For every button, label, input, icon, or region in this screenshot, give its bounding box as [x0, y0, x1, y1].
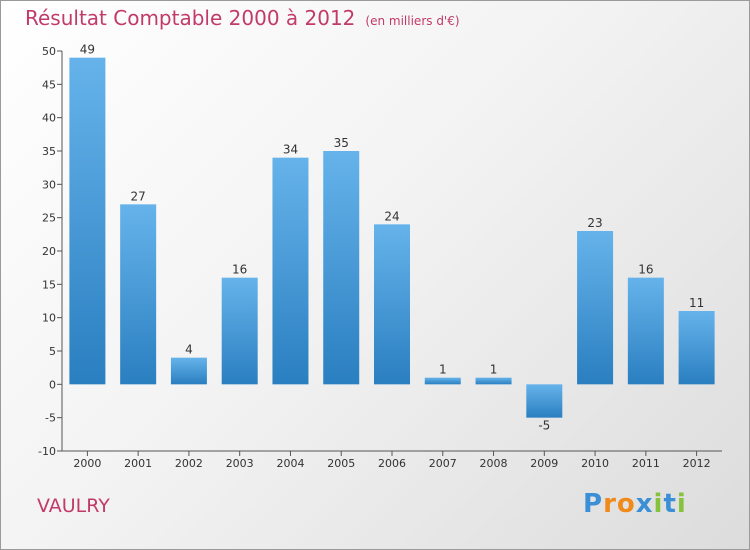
bar-2006 — [374, 224, 410, 385]
y-tick-label: 30 — [42, 178, 56, 191]
y-tick-label: 15 — [42, 278, 56, 291]
logo-letter: i — [653, 489, 664, 519]
axes: -10 -5 0 5 10 15 20 25 30 35 40 45 50 2000 2001 2002 200… — [38, 45, 722, 470]
x-tick-label: 2000 — [73, 457, 101, 470]
y-tick-label: -5 — [45, 412, 56, 425]
y-tick-label: 0 — [49, 378, 56, 391]
bar-2012 — [678, 311, 715, 385]
chart-title-text: Résultat Comptable 2000 à 2012 — [25, 6, 356, 30]
data-label-2003: 16 — [232, 263, 247, 277]
logo-letter: x — [635, 489, 654, 519]
x-tick-label: 2012 — [683, 457, 711, 470]
x-tick-label: 2008 — [480, 457, 508, 470]
data-label-2008: 1 — [490, 363, 498, 377]
data-label-2010: 23 — [587, 216, 602, 230]
bar-2002 — [170, 357, 207, 385]
logo-letter: i — [676, 489, 687, 519]
x-tick-label: 2001 — [124, 457, 152, 470]
bar-2004 — [272, 157, 309, 385]
y-tick-label: 5 — [49, 345, 56, 358]
x-tick-label: 2002 — [175, 457, 203, 470]
bars — [69, 57, 715, 418]
chart-subtitle: (en milliers d'€) — [365, 14, 460, 28]
bar-2008 — [475, 377, 512, 385]
bar-2005 — [323, 151, 360, 385]
bar-2009 — [526, 384, 563, 418]
x-tick-label: 2011 — [632, 457, 660, 470]
y-tick-label: 35 — [42, 145, 56, 158]
logo-letter: P — [583, 489, 604, 519]
proxiti-logo: Proxiti — [583, 489, 687, 519]
data-label-2009: -5 — [538, 419, 550, 433]
data-label-2011: 16 — [638, 263, 653, 277]
logo-letter: o — [616, 489, 636, 519]
bar-2003 — [221, 277, 258, 385]
data-label-2004: 34 — [283, 143, 298, 157]
bar-2010 — [577, 231, 614, 385]
data-label-2000: 49 — [80, 43, 95, 57]
y-tick-label: 20 — [42, 245, 56, 258]
bar-2000 — [69, 57, 106, 385]
x-tick-label: 2005 — [327, 457, 355, 470]
chart-title: Résultat Comptable 2000 à 2012 (en millie… — [25, 6, 460, 30]
y-tick-label: 25 — [42, 212, 56, 225]
x-tick-label: 2009 — [530, 457, 558, 470]
data-label-2001: 27 — [131, 189, 146, 203]
data-label-2012: 11 — [689, 296, 704, 310]
logo-letter: t — [663, 489, 677, 519]
x-tick-label: 2003 — [226, 457, 254, 470]
x-tick-label: 2010 — [581, 457, 609, 470]
y-tick-label: 40 — [42, 112, 56, 125]
bar-2001 — [120, 204, 157, 385]
y-tick-label: 45 — [42, 78, 56, 91]
x-tick-label: 2006 — [378, 457, 406, 470]
y-tick-label: 50 — [42, 45, 56, 58]
bar-2007 — [424, 377, 461, 385]
data-label-2006: 24 — [384, 209, 399, 223]
y-tick-label: 10 — [42, 312, 56, 325]
data-label-2002: 4 — [185, 343, 193, 357]
logo-letter: r — [603, 489, 617, 519]
bar-2011 — [627, 277, 664, 385]
x-tick-label: 2004 — [276, 457, 304, 470]
data-label-2005: 35 — [334, 136, 349, 150]
place-name: VAULRY — [37, 495, 110, 517]
y-tick-label: -10 — [38, 445, 56, 458]
data-label-2007: 1 — [439, 363, 447, 377]
x-tick-label: 2007 — [429, 457, 457, 470]
